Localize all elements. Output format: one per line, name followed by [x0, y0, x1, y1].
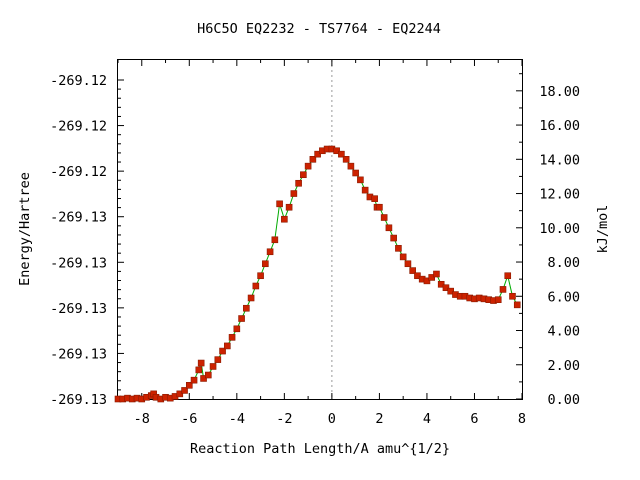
plot-frame	[117, 59, 523, 400]
x-tick-label: -2	[276, 411, 292, 427]
left-tick-label: -269.13	[50, 392, 107, 408]
data-point	[276, 200, 283, 208]
data-point	[214, 356, 222, 363]
x-tick-label: 8	[518, 411, 526, 427]
data-points	[114, 145, 521, 403]
x-axis-label: Reaction Path Length/A amu^{1/2}	[190, 441, 450, 457]
data-point	[281, 215, 288, 223]
data-point	[262, 260, 269, 268]
data-point	[361, 186, 369, 194]
data-point	[200, 375, 207, 382]
data-point	[314, 150, 321, 158]
left-tick-label: -269.12	[50, 73, 107, 89]
data-point	[499, 286, 507, 293]
x-tick-label: -8	[134, 411, 150, 427]
data-point	[271, 236, 279, 244]
data-point	[442, 284, 450, 292]
data-point	[404, 260, 412, 268]
data-point	[433, 270, 440, 278]
data-point	[224, 342, 231, 350]
data-point	[300, 171, 307, 179]
data-point	[371, 195, 378, 202]
chart-title: H6C5O EQ2232 - TS7764 - EQ2244	[197, 21, 441, 37]
right-tick-label: 10.00	[539, 221, 580, 237]
x-axis: -8 -6 -4 -2 0 2 4 6 8	[117, 60, 526, 427]
data-point	[333, 147, 340, 155]
series-line	[118, 148, 518, 400]
data-point	[205, 371, 212, 379]
left-tick-label: -269.13	[50, 346, 107, 362]
data-point	[228, 334, 236, 341]
data-point	[247, 294, 255, 302]
data-point	[390, 234, 397, 242]
data-point	[181, 387, 188, 394]
data-point	[428, 274, 435, 281]
data-point	[342, 156, 350, 163]
data-point	[399, 253, 407, 261]
x-tick-label: 2	[375, 411, 383, 427]
right-tick-label: 0.00	[547, 392, 580, 408]
data-point	[409, 267, 416, 274]
data-point	[219, 347, 226, 355]
right-tick-label: 18.00	[539, 84, 580, 100]
data-point	[357, 176, 364, 184]
right-y-axis: 0.00 2.00 4.00 6.00 8.00 10.00 12.00 14.00 16.00…	[516, 73, 580, 408]
data-point	[304, 162, 312, 170]
left-y-axis-label: Energy/Hartree	[17, 172, 33, 286]
data-point	[257, 272, 264, 280]
data-point	[238, 315, 245, 322]
data-point	[437, 280, 445, 288]
data-point	[195, 366, 203, 374]
data-point	[285, 203, 293, 211]
data-point	[197, 359, 205, 367]
data-point	[252, 282, 260, 290]
data-point	[376, 203, 383, 211]
right-tick-label: 4.00	[547, 324, 580, 340]
data-point	[176, 390, 184, 398]
data-point	[509, 292, 516, 300]
data-point	[513, 301, 521, 309]
data-point	[423, 277, 431, 285]
right-y-axis-label: kJ/mol	[595, 205, 611, 254]
left-tick-label: -269.13	[50, 301, 107, 317]
data-point	[209, 363, 217, 370]
data-point	[385, 224, 393, 232]
left-tick-label: -269.13	[50, 255, 107, 271]
data-point	[347, 162, 355, 170]
data-point	[494, 296, 502, 303]
data-point	[290, 190, 298, 197]
right-tick-label: 6.00	[547, 289, 580, 305]
data-point	[504, 272, 512, 280]
x-tick-label: 4	[423, 411, 431, 427]
data-point	[352, 169, 359, 177]
data-point	[338, 150, 345, 158]
right-tick-label: 12.00	[539, 187, 580, 203]
data-point	[395, 245, 402, 252]
data-point	[380, 214, 388, 221]
data-point	[190, 376, 198, 384]
right-tick-label: 8.00	[547, 255, 580, 271]
left-tick-label: -269.12	[50, 164, 107, 180]
x-tick-label: -4	[229, 411, 245, 427]
right-tick-label: 16.00	[539, 118, 580, 134]
data-point	[309, 156, 317, 163]
data-point	[414, 272, 421, 280]
left-y-axis: -269.13 -269.13 -269.13 -269.13 -269.13 -269.…	[50, 73, 124, 408]
data-point	[233, 325, 241, 333]
x-tick-label: -6	[181, 411, 197, 427]
data-point	[243, 304, 250, 312]
right-tick-label: 2.00	[547, 358, 580, 374]
x-tick-label: 6	[470, 411, 478, 427]
right-tick-label: 14.00	[539, 152, 580, 168]
x-tick-label: 0	[328, 411, 336, 427]
left-tick-label: -269.13	[50, 210, 107, 226]
left-tick-label: -269.12	[50, 119, 107, 135]
data-point	[266, 248, 274, 256]
data-point	[447, 287, 455, 295]
data-point	[295, 179, 302, 187]
data-point	[185, 382, 193, 389]
